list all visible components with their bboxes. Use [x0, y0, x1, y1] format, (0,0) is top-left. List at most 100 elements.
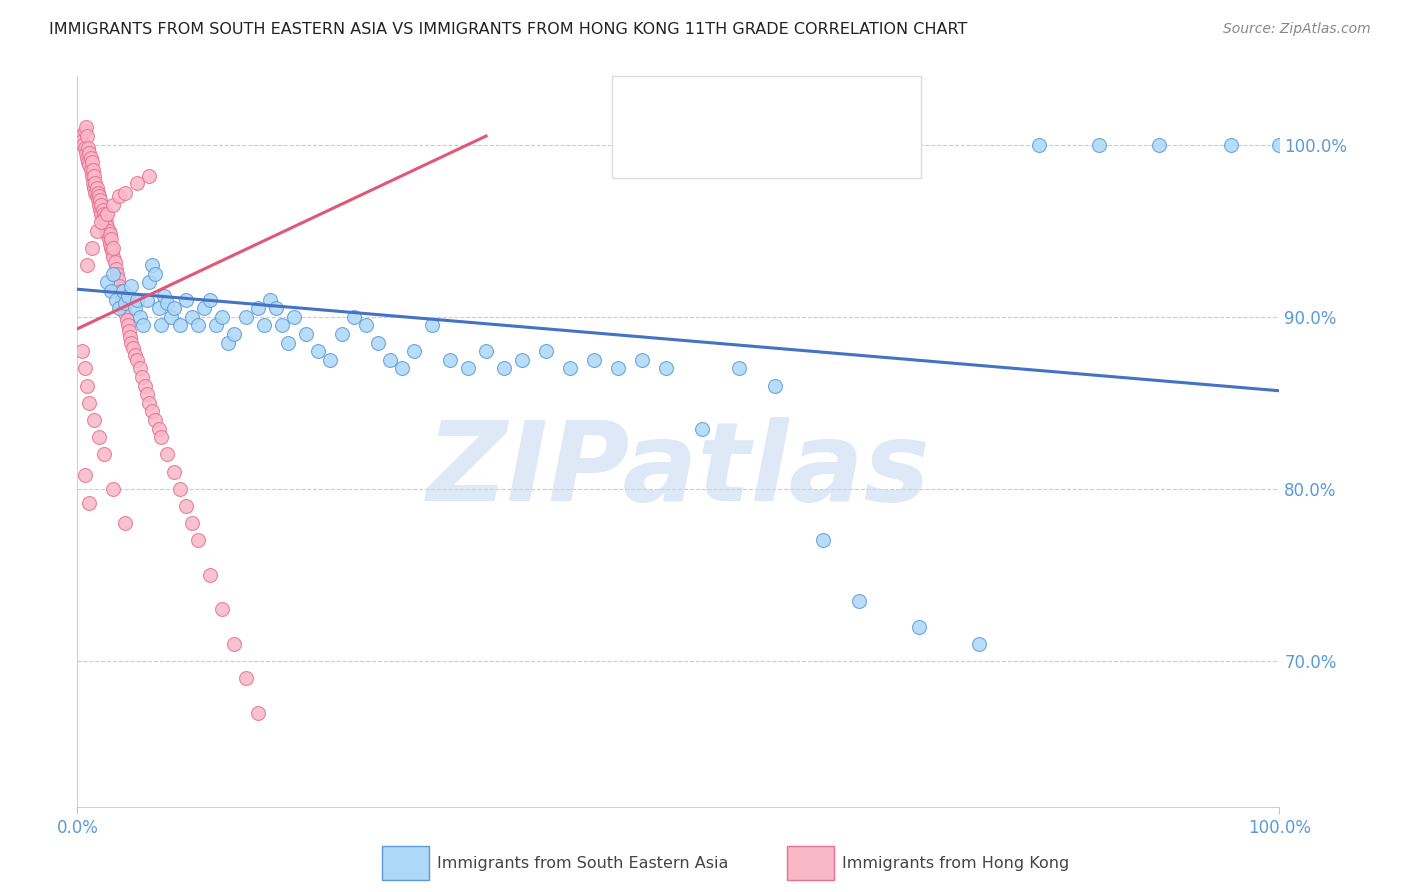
Point	[76, 258, 98, 272]
Point	[118, 324, 141, 338]
Point	[117, 289, 139, 303]
Point	[128, 310, 150, 324]
Point	[235, 671, 257, 685]
Point	[73, 468, 96, 483]
Point	[186, 533, 209, 548]
Point	[73, 361, 96, 376]
Point	[103, 267, 125, 281]
Point	[246, 301, 269, 315]
Point	[70, 129, 93, 144]
Point	[114, 186, 136, 200]
Point	[131, 370, 153, 384]
Point	[80, 169, 103, 183]
Point	[294, 326, 316, 341]
Point	[283, 310, 305, 324]
Point	[319, 352, 342, 367]
Point	[93, 215, 115, 229]
Point	[457, 361, 479, 376]
Point	[270, 318, 292, 333]
Point	[72, 137, 94, 152]
Point	[204, 318, 226, 333]
Point	[79, 152, 101, 166]
Point	[104, 261, 127, 276]
Point	[367, 335, 389, 350]
Point	[330, 326, 353, 341]
Point	[112, 301, 135, 315]
Point	[80, 241, 103, 255]
Point	[82, 176, 104, 190]
Point	[96, 220, 118, 235]
Point	[145, 267, 167, 281]
Point	[193, 301, 215, 315]
Point	[217, 335, 239, 350]
Point	[136, 293, 159, 307]
Point	[148, 301, 170, 315]
Point	[145, 413, 167, 427]
FancyBboxPatch shape	[787, 846, 834, 880]
Point	[86, 189, 108, 203]
Text: N = 75: N = 75	[818, 94, 886, 112]
Point	[134, 378, 156, 392]
Text: Immigrants from Hong Kong: Immigrants from Hong Kong	[842, 855, 1070, 871]
Point	[160, 310, 183, 324]
Point	[198, 568, 221, 582]
Point	[1268, 137, 1291, 152]
Text: ZIPatlas: ZIPatlas	[426, 417, 931, 524]
Point	[420, 318, 443, 333]
Point	[138, 276, 160, 290]
Point	[90, 215, 112, 229]
Point	[73, 141, 96, 155]
Point	[80, 154, 103, 169]
Text: R = -0.121: R = -0.121	[679, 94, 786, 112]
Point	[84, 176, 107, 190]
Point	[104, 254, 127, 268]
Point	[115, 313, 138, 327]
Point	[96, 227, 118, 242]
Point	[87, 189, 110, 203]
Point	[402, 344, 425, 359]
Point	[343, 310, 366, 324]
Point	[222, 637, 245, 651]
Point	[439, 352, 461, 367]
FancyBboxPatch shape	[624, 131, 668, 168]
Point	[560, 361, 582, 376]
Point	[103, 250, 125, 264]
Point	[86, 224, 108, 238]
Point	[100, 232, 122, 246]
Point	[211, 310, 233, 324]
Point	[75, 146, 97, 161]
Point	[763, 378, 786, 392]
Point	[79, 396, 101, 410]
Point	[156, 296, 179, 310]
Text: N = 112: N = 112	[818, 141, 898, 159]
Point	[246, 706, 269, 720]
Point	[90, 198, 112, 212]
Point	[811, 533, 834, 548]
Point	[174, 293, 197, 307]
Point	[583, 352, 606, 367]
Point	[124, 348, 146, 362]
Point	[391, 361, 413, 376]
Point	[86, 180, 108, 194]
Point	[186, 318, 209, 333]
Point	[107, 272, 129, 286]
Point	[378, 352, 401, 367]
Point	[77, 154, 100, 169]
Point	[114, 516, 136, 531]
Point	[148, 422, 170, 436]
Point	[259, 293, 281, 307]
Point	[93, 206, 115, 220]
Point	[104, 293, 127, 307]
Point	[156, 447, 179, 461]
Point	[607, 361, 630, 376]
Point	[510, 352, 533, 367]
Point	[727, 361, 749, 376]
Point	[198, 293, 221, 307]
Point	[96, 206, 118, 220]
Point	[76, 152, 98, 166]
Point	[83, 169, 105, 183]
Point	[97, 224, 120, 238]
Point	[79, 495, 101, 509]
Point	[132, 318, 155, 333]
Point	[124, 301, 146, 315]
